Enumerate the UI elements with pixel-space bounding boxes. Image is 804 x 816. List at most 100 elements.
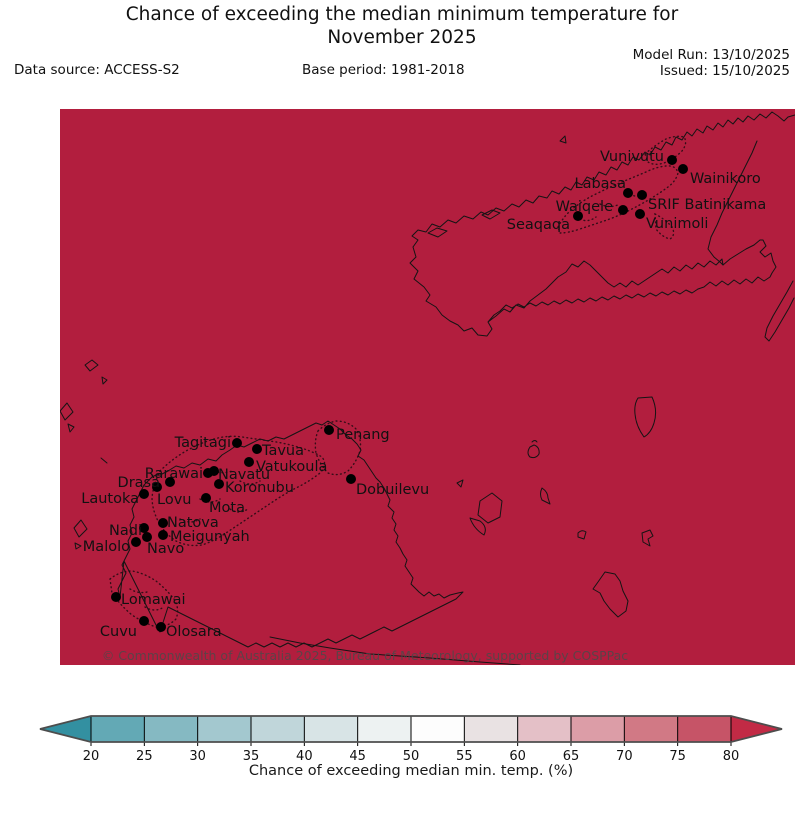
islet-west-vanualevu-2 — [481, 209, 501, 220]
colorbar-segment-9 — [571, 716, 625, 742]
station-marker-tavua — [252, 444, 262, 454]
island-yasawa-1 — [84, 359, 99, 372]
island-moturiki — [469, 517, 486, 536]
coastline-taveuni — [764, 280, 795, 342]
station-label-srif-batinikama: SRIF Batinikama — [648, 197, 766, 213]
colorbar-tick-label-55: 55 — [456, 749, 473, 764]
colorbar-segment-1 — [144, 716, 199, 742]
colorbar-caption: Chance of exceeding median min. temp. (%… — [248, 763, 574, 779]
station-label-vunivutu: Vunivutu — [600, 149, 664, 165]
station-label-wainikoro: Wainikoro — [690, 171, 761, 187]
station-marker-srif-batinikama — [637, 190, 647, 200]
island-makogai — [540, 487, 551, 505]
colorbar-tick-label-45: 45 — [349, 749, 366, 764]
colorbar-segment-8 — [517, 716, 572, 742]
station-marker-natova — [158, 518, 168, 528]
colorbar-tick-label-35: 35 — [243, 749, 260, 764]
station-marker-lautoka — [139, 489, 149, 499]
islet-west-vanualevu-1 — [427, 227, 448, 238]
map-canvas: Vunivutu Wainikoro Labasa SRIF Batinikama Wa… — [60, 111, 795, 665]
island-batiki — [577, 530, 587, 540]
station-marker-meigunyah — [158, 530, 168, 540]
station-label-navatu: Navatu — [218, 467, 270, 483]
island-yasawa-2 — [101, 376, 108, 385]
colorbar-tick-label-20: 20 — [83, 749, 100, 764]
colorbar-tick-label-60: 60 — [509, 749, 526, 764]
base-period-label: Base period: 1981-2018 — [302, 62, 465, 78]
station-marker-navatu — [209, 466, 219, 476]
colorbar-segment-3 — [251, 716, 305, 742]
station-label-malolo: Malolo — [83, 539, 130, 555]
coastline-vanualevu-south — [409, 246, 724, 337]
station-label-tavua: Tavua — [261, 443, 304, 459]
island-koro — [634, 396, 657, 438]
station-marker-cuvu — [139, 616, 149, 626]
station-marker-navo — [142, 532, 152, 542]
page-title: Chance of exceeding the median minimum t… — [0, 3, 804, 49]
colorbar-segment-7 — [464, 716, 519, 742]
station-marker-labasa — [623, 188, 633, 198]
station-label-dobuilevu: Dobuilevu — [356, 482, 429, 498]
colorbar-segment-4 — [304, 716, 359, 742]
colorbar-segment-2 — [197, 716, 252, 742]
stipple-lomawai-region — [109, 570, 179, 628]
island-yasawa-3 — [60, 402, 74, 421]
stipple-vunivutu-region — [644, 135, 687, 165]
colorbar-tick-label-80: 80 — [723, 749, 740, 764]
station-label-koronubu: Koronubu — [225, 480, 294, 496]
station-marker-waiqele — [618, 205, 628, 215]
station-marker-dobuilevu — [346, 474, 356, 484]
colorbar-tick-label-65: 65 — [563, 749, 580, 764]
data-source-label: Data source: ACCESS-S2 — [14, 62, 180, 78]
station-layer: Vunivutu Wainikoro Labasa SRIF Batinikama Wa… — [81, 149, 766, 640]
station-label-nadi: Nadi — [109, 523, 142, 539]
station-label-drasa: Drasa — [118, 475, 160, 491]
colorbar-segment-11 — [677, 716, 732, 742]
island-nananu — [527, 440, 540, 459]
station-label-rarawai: Rarawai — [145, 466, 203, 482]
station-marker-tagitagi — [232, 438, 242, 448]
station-marker-koronubu — [214, 479, 224, 489]
stipple-penang-region — [314, 420, 362, 476]
colorbar-segment-6 — [411, 716, 465, 742]
station-label-lautoka: Lautoka — [81, 491, 139, 507]
coastline-natewa-bay — [707, 140, 758, 266]
colorbar-under-arrow — [40, 716, 91, 742]
forecast-map: Vunivutu Wainikoro Labasa SRIF Batinikama Wa… — [60, 109, 795, 665]
island-gau — [592, 571, 629, 618]
islet-north-tiny — [559, 135, 567, 144]
station-label-penang: Penang — [336, 427, 390, 443]
station-marker-penang — [324, 425, 334, 435]
page-title-line2: November 2025 — [327, 27, 477, 48]
station-marker-malolo — [131, 537, 141, 547]
station-marker-wainikoro — [678, 164, 688, 174]
station-label-natova: Natova — [167, 515, 219, 531]
station-label-navo: Navo — [147, 541, 184, 557]
island-malolo-2 — [74, 542, 82, 550]
island-ovalau — [477, 492, 503, 524]
island-nairai — [641, 529, 654, 547]
station-label-lovu: Lovu — [157, 492, 191, 508]
colorbar-tick-label-25: 25 — [136, 749, 153, 764]
colorbar-tick-label-50: 50 — [403, 749, 420, 764]
colorbar-over-arrow — [731, 716, 782, 742]
colorbar-segment-0 — [91, 716, 145, 742]
station-label-waiqele: Waiqele — [556, 199, 613, 215]
station-marker-lovu — [165, 477, 175, 487]
station-label-vatukoula: Vatukoula — [256, 459, 327, 475]
station-label-meigunyah: Meigunyah — [170, 529, 250, 545]
station-marker-vatukoula — [244, 457, 254, 467]
station-label-seaqaqa: Seaqaqa — [507, 217, 570, 233]
station-marker-vunivutu — [667, 155, 677, 165]
colorbar-segment-5 — [357, 716, 412, 742]
colorbar-segment-10 — [624, 716, 679, 742]
station-marker-nadi — [139, 523, 149, 533]
station-marker-mota — [201, 493, 211, 503]
issued-label: Issued: 15/10/2025 — [659, 63, 790, 79]
coastline-vanualevu-north — [411, 111, 795, 248]
coastline-natewa-peninsula — [697, 239, 777, 290]
station-label-lomawai: Lomawai — [121, 592, 185, 608]
station-marker-seaqaqa — [573, 211, 583, 221]
coastline-vitilevu — [117, 420, 464, 648]
stipple-labasa-region — [557, 165, 679, 234]
